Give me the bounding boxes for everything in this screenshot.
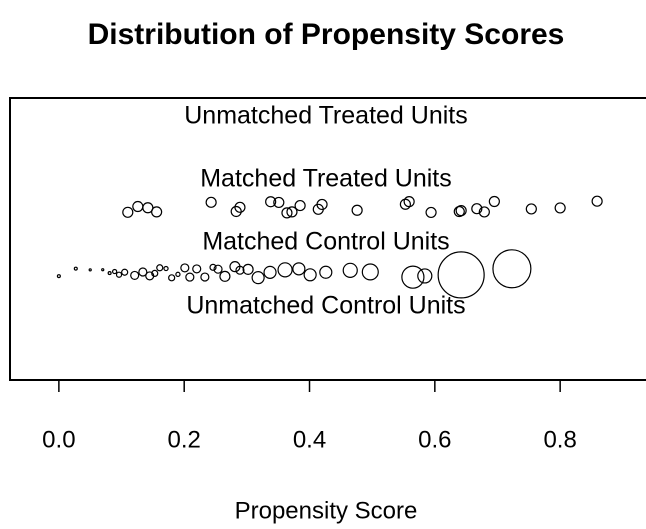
point	[455, 205, 467, 217]
group-label: Unmatched Treated Units	[184, 102, 467, 130]
point	[403, 196, 415, 208]
point	[156, 264, 164, 272]
point	[138, 267, 148, 277]
point	[263, 265, 277, 279]
point	[132, 200, 144, 213]
point	[401, 265, 425, 289]
point	[478, 206, 490, 218]
point	[251, 271, 265, 285]
group-label: Matched Control Units	[202, 228, 449, 256]
point	[492, 249, 532, 289]
point	[151, 206, 163, 218]
point	[73, 266, 78, 271]
point	[292, 262, 306, 276]
point	[437, 251, 485, 299]
point	[361, 263, 379, 281]
x-tick-label: 0.4	[293, 426, 326, 453]
point	[121, 268, 129, 276]
point	[122, 206, 134, 218]
point	[130, 270, 140, 281]
point	[525, 203, 537, 215]
group-label: Matched Treated Units	[200, 165, 452, 193]
point	[209, 263, 217, 271]
point	[281, 207, 293, 219]
x-tick-label: 0.8	[543, 426, 576, 453]
point	[235, 265, 245, 275]
point	[56, 274, 61, 279]
point	[107, 271, 112, 276]
point	[185, 272, 195, 282]
plot-frame	[9, 97, 646, 381]
point	[488, 195, 500, 208]
point	[242, 263, 254, 275]
point	[277, 262, 293, 278]
point	[273, 196, 285, 209]
point	[303, 268, 317, 282]
point	[151, 269, 159, 278]
point	[192, 264, 202, 274]
x-tick-label: 0.6	[418, 426, 451, 453]
point	[316, 198, 328, 211]
point	[342, 262, 358, 278]
point	[265, 196, 277, 208]
point	[205, 196, 217, 208]
point	[175, 271, 181, 277]
point	[234, 201, 246, 213]
point	[168, 274, 176, 282]
point	[163, 265, 169, 272]
point	[417, 268, 433, 284]
point	[286, 206, 298, 218]
point	[200, 272, 210, 282]
x-tick-label: 0.2	[168, 426, 201, 453]
point	[213, 264, 223, 274]
point	[319, 265, 333, 279]
point	[591, 195, 603, 207]
point	[219, 270, 231, 282]
chart-title: Distribution of Propensity Scores	[88, 18, 565, 51]
point	[425, 206, 437, 219]
point	[88, 268, 92, 272]
point	[115, 271, 123, 278]
point	[180, 263, 190, 273]
point	[101, 268, 105, 272]
x-axis-label: Propensity Score	[235, 497, 418, 524]
point	[471, 203, 483, 215]
point	[142, 202, 154, 214]
point	[111, 268, 118, 275]
point	[294, 199, 306, 212]
point	[230, 205, 242, 218]
point	[351, 204, 363, 216]
x-tick-label: 0.0	[42, 426, 75, 453]
group-label: Unmatched Control Units	[186, 292, 465, 320]
point	[554, 202, 566, 214]
